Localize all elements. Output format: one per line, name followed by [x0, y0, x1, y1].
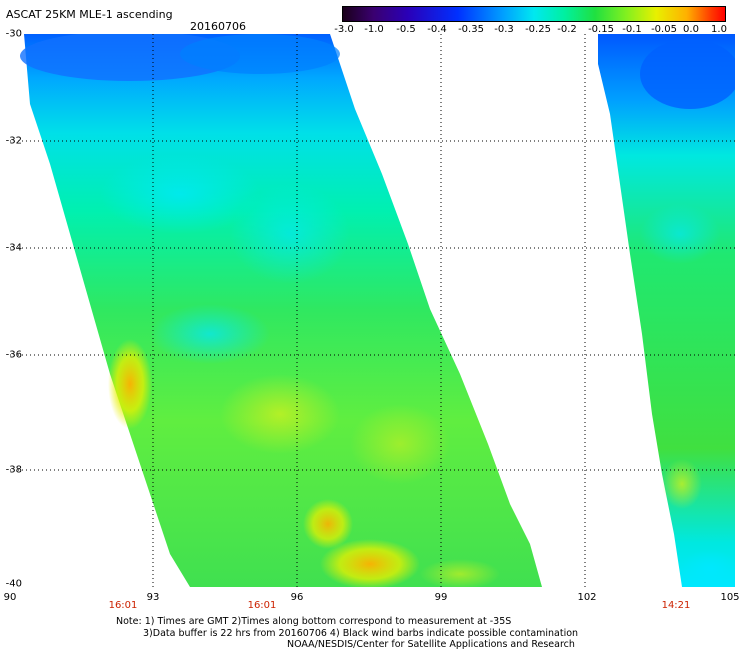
footnote-line-1: Note: 1) Times are GMT 2)Times along bot…	[116, 616, 512, 627]
map-date: 20160706	[190, 20, 246, 33]
y-tick-label: -36	[5, 349, 22, 361]
colorbar-label: -0.15	[588, 24, 614, 35]
colorbar-label: -0.35	[458, 24, 484, 35]
colorbar-label: -0.5	[396, 24, 416, 35]
colorbar-label: -0.05	[651, 24, 677, 35]
swath-right-detail	[640, 39, 735, 587]
colorbar-label: -1.0	[364, 24, 384, 35]
x-tick-label: 93	[146, 592, 160, 603]
colorbar-label: -0.2	[557, 24, 577, 35]
swath-main-detail	[20, 34, 500, 587]
x-tick-label: 105	[720, 592, 740, 603]
swath-main	[24, 34, 542, 587]
swath-right	[598, 34, 735, 587]
colorbar-label: 0.0	[683, 24, 699, 35]
colorbar-label: -3.0	[334, 24, 354, 35]
pass-time-label: 16:01	[247, 600, 277, 611]
colorbar-label: -0.3	[494, 24, 514, 35]
colorbar-label: -0.25	[525, 24, 551, 35]
x-tick-label: 99	[434, 592, 448, 603]
colorbar	[342, 6, 726, 22]
map-canvas[interactable]	[10, 34, 735, 587]
y-tick-label: -32	[5, 135, 22, 147]
gridlines	[10, 34, 735, 587]
x-tick-label: 102	[577, 592, 597, 603]
y-tick-label: -40	[5, 578, 22, 590]
colorbar-label: -0.4	[427, 24, 447, 35]
y-tick-label: -38	[5, 464, 22, 476]
colorbar-label: -0.1	[622, 24, 642, 35]
x-tick-label: 90	[3, 592, 17, 603]
y-tick-label: -30	[5, 28, 22, 40]
pass-time-label: 14:21	[661, 600, 691, 611]
pass-time-label: 16:01	[108, 600, 138, 611]
colorbar-label: 1.0	[711, 24, 727, 35]
y-tick-label: -34	[5, 242, 22, 254]
x-tick-label: 96	[290, 592, 304, 603]
footnote-line-3: NOAA/NESDIS/Center for Satellite Applica…	[287, 639, 575, 650]
footnote-line-2: 3)Data buffer is 22 hrs from 20160706 4)…	[143, 628, 579, 639]
map-title: ASCAT 25KM MLE-1 ascending	[6, 8, 173, 21]
